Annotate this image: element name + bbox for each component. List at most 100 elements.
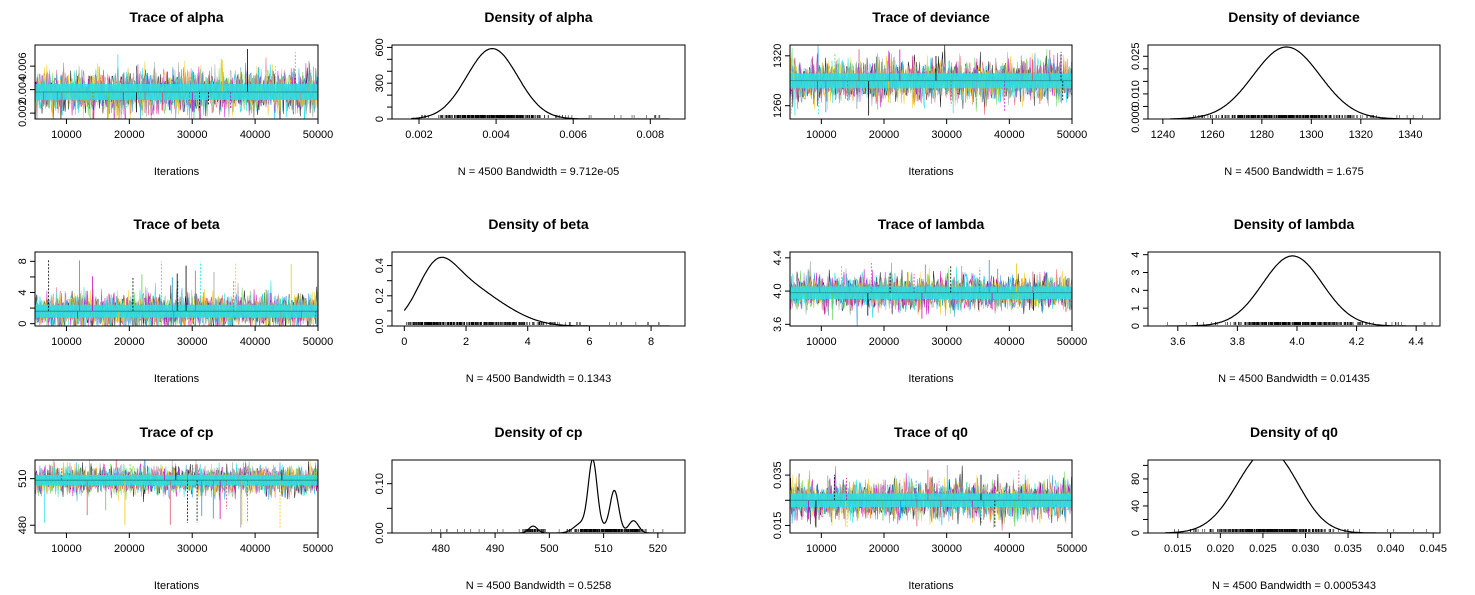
trace-of-beta-x-tick-label: 10000 xyxy=(51,336,82,348)
trace-of-alpha-y-tick-label: 0.006 xyxy=(17,52,29,80)
trace-of-deviance-frame xyxy=(789,44,1073,120)
trace-of-q0-frame xyxy=(789,459,1073,534)
density-of-alpha-rug xyxy=(421,115,661,118)
density-of-beta-x-label: N = 4500 Bandwidth = 0.1343 xyxy=(466,373,612,385)
trace-of-deviance-y-tick-label: 1260 xyxy=(772,93,784,117)
density-of-deviance-x-tick-label: 1240 xyxy=(1151,129,1175,141)
trace-of-deviance-content xyxy=(790,45,1072,116)
density-of-deviance-y-axis: 0.0000.010 0.025 xyxy=(1130,43,1148,133)
density-of-lambda-rug xyxy=(1167,322,1433,325)
density-of-beta-x-tick-label: 2 xyxy=(463,336,469,348)
trace-of-beta-x-label: Iterations xyxy=(154,373,200,385)
density-of-lambda-y-tick-label: 0 xyxy=(1130,323,1142,329)
density-of-lambda-panel: Density of lambda 3.6 3.8 4.0 4.2 4.4 0 1 2 3 4 N =… xyxy=(1130,216,1441,385)
trace-of-beta-x-tick-label: 30000 xyxy=(177,336,208,348)
trace-of-beta-x-axis: 10000 20000 30000 40000 50000 xyxy=(51,326,333,348)
density-of-beta-panel: Density of beta 0 2 4 6 8 0.0 0.2 0.4 N = 4500 Ba… xyxy=(374,216,686,385)
density-of-alpha-frame xyxy=(391,44,686,120)
density-of-deviance-x-tick-label: 1300 xyxy=(1299,129,1323,141)
trace-of-q0-panel: Trace of q0 10000 20000 30000 40000 50000 0.01… xyxy=(772,424,1087,592)
trace-of-q0-x-tick-label: 10000 xyxy=(806,543,837,555)
density-of-alpha-title: Density of alpha xyxy=(484,9,592,25)
trace-of-alpha-x-tick-label: 20000 xyxy=(114,129,145,141)
density-of-cp-x-tick-label: 500 xyxy=(540,543,558,555)
trace-of-beta-x-tick-label: 20000 xyxy=(114,336,145,348)
trace-of-deviance-title: Trace of deviance xyxy=(872,9,990,25)
density-of-beta-y-tick-label: 0.4 xyxy=(374,258,386,273)
density-of-alpha-curve xyxy=(411,48,670,119)
density-of-deviance-y-tick-label: 0.000 xyxy=(1130,105,1142,133)
trace-of-cp-x-tick-label: 30000 xyxy=(177,543,208,555)
density-of-q0-frame xyxy=(1147,459,1441,534)
trace-of-alpha-y-tick-label: 0.004 xyxy=(17,76,29,104)
trace-of-alpha-x-tick-label: 30000 xyxy=(177,129,208,141)
density-of-lambda-y-tick-label: 3 xyxy=(1130,269,1142,275)
trace-of-q0-x-tick-label: 30000 xyxy=(931,543,962,555)
trace-of-deviance-x-tick-label: 40000 xyxy=(994,129,1025,141)
trace-of-q0-y-tick-label: 0.035 xyxy=(772,461,784,489)
trace-of-alpha-x-tick-label: 40000 xyxy=(240,129,271,141)
trace-of-deviance-y-tick-label: 1320 xyxy=(772,44,784,68)
density-of-beta-x-tick-label: 8 xyxy=(648,336,654,348)
density-of-q0-x-tick-label: 0.015 xyxy=(1164,543,1192,555)
density-of-deviance-title: Density of deviance xyxy=(1228,9,1360,25)
density-of-alpha-y-tick-label: 600 xyxy=(374,38,386,56)
density-of-deviance-curve xyxy=(1170,46,1423,119)
density-of-lambda-x-label: N = 4500 Bandwidth = 0.01435 xyxy=(1218,373,1370,385)
density-of-q0-x-label: N = 4500 Bandwidth = 0.0005343 xyxy=(1212,580,1376,592)
density-of-q0-x-tick-label: 0.020 xyxy=(1207,543,1235,555)
density-of-lambda-x-axis: 3.6 3.8 4.0 4.2 4.4 xyxy=(1170,326,1424,348)
density-of-lambda-y-axis: 0 1 2 3 4 xyxy=(1130,252,1148,329)
density-of-alpha-x-tick-label: 0.008 xyxy=(637,129,665,141)
density-of-q0-rug xyxy=(1174,529,1427,532)
density-of-lambda-x-tick-label: 3.6 xyxy=(1170,336,1185,348)
trace-of-lambda-frame xyxy=(789,251,1073,327)
density-of-q0-panel: Density of q00.015 0.020 0.025 0.030 0.035 0.… xyxy=(1130,424,1447,592)
trace-of-deviance-x-axis: 10000 20000 30000 40000 50000 xyxy=(806,119,1087,141)
density-of-lambda-frame xyxy=(1147,251,1441,327)
trace-of-lambda-panel: Trace of lambda 10000 20000 30000 40000 50000… xyxy=(772,216,1087,385)
density-of-beta-y-tick-label: 0.0 xyxy=(374,318,386,333)
density-of-deviance-content xyxy=(1170,46,1423,119)
trace-of-deviance-x-tick-label: 20000 xyxy=(869,129,900,141)
density-of-lambda-y-tick-label: 2 xyxy=(1130,287,1142,293)
density-of-beta-title: Density of beta xyxy=(488,216,589,232)
density-of-alpha-x-axis: 0.002 0.004 0.006 0.008 xyxy=(405,119,664,141)
trace-of-alpha-frame xyxy=(34,44,319,120)
trace-of-beta-x-tick-label: 40000 xyxy=(240,336,271,348)
trace-of-cp-x-axis: 10000 20000 30000 40000 50000 xyxy=(51,533,333,555)
trace-of-deviance-x-tick-label: 30000 xyxy=(931,129,962,141)
density-of-cp-x-tick-label: 490 xyxy=(486,543,504,555)
trace-of-alpha-y-tick-label: 0.002 xyxy=(17,99,29,127)
trace-of-alpha-title: Trace of alpha xyxy=(129,9,223,25)
density-of-beta-x-tick-label: 6 xyxy=(586,336,592,348)
trace-of-cp-frame xyxy=(34,459,319,534)
trace-of-lambda-y-tick-label: 4.4 xyxy=(772,250,784,265)
density-of-cp-y-tick-label: 0.10 xyxy=(374,473,386,494)
trace-of-lambda-x-axis: 10000 20000 30000 40000 50000 xyxy=(806,326,1087,348)
density-of-lambda-x-tick-label: 3.8 xyxy=(1230,336,1245,348)
trace-of-deviance-x-label: Iterations xyxy=(908,166,954,178)
density-of-deviance-x-tick-label: 1260 xyxy=(1200,129,1224,141)
density-of-deviance-x-label: N = 4500 Bandwidth = 1.675 xyxy=(1224,166,1363,178)
trace-of-cp-y-axis: 480 510 xyxy=(17,469,35,534)
density-of-beta-y-axis: 0.0 0.2 0.4 xyxy=(374,258,392,334)
density-of-lambda-y-tick-label: 4 xyxy=(1130,252,1142,258)
density-of-cp-content xyxy=(430,460,664,533)
density-of-alpha-x-tick-label: 0.002 xyxy=(405,129,433,141)
trace-of-alpha-panel: Trace of alpha 10000 20000 30000 40000 50000 0… xyxy=(17,9,333,178)
trace-of-deviance-panel: Trace of deviance 10000 20000 30000 40000 500… xyxy=(772,9,1087,178)
density-of-beta-x-axis: 0 2 4 6 8 xyxy=(401,326,654,348)
density-of-beta-frame xyxy=(391,251,686,327)
density-of-deviance-rug xyxy=(1193,115,1423,118)
density-of-q0-y-tick-label: 40 xyxy=(1130,500,1142,512)
density-of-alpha-y-tick-label: 300 xyxy=(374,74,386,92)
density-of-cp-title: Density of cp xyxy=(495,424,583,440)
density-of-deviance-x-tick-label: 1320 xyxy=(1349,129,1373,141)
trace-of-beta-y-tick-label: 4 xyxy=(17,289,29,295)
trace-of-q0-x-label: Iterations xyxy=(908,580,954,592)
density-of-beta-x-tick-label: 4 xyxy=(525,336,531,348)
trace-of-beta-title: Trace of beta xyxy=(133,216,220,232)
trace-of-beta-y-axis: 0 4 8 xyxy=(17,258,35,327)
